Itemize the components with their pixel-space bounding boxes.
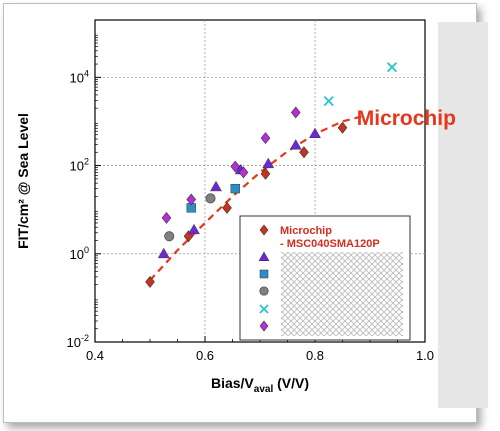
data-point-diamond-5: [290, 106, 301, 119]
data-point-triangle-1: [289, 139, 302, 150]
legend-marker-circle-3: [259, 286, 269, 296]
data-point-diamond-0: [337, 121, 348, 134]
axis-ticks: 0.4 0.6 0.8 1.0 10-2 100 102 104: [67, 34, 434, 363]
y-tick-label: 10-2: [67, 333, 89, 350]
data-point-diamond-0: [145, 275, 155, 288]
data-point-diamond-5: [260, 132, 271, 145]
legend-marker-square-2: [259, 269, 269, 279]
x-tick-label: 1.0: [416, 348, 434, 363]
data-point-diamond-5: [186, 193, 197, 206]
x-tick-label: 0.4: [86, 348, 104, 363]
data-point-circle-3: [164, 231, 175, 242]
data-point-triangle-1: [262, 157, 275, 169]
right-gray-panel: [438, 22, 488, 408]
trend-line-group: [149, 114, 365, 282]
data-point-triangle-1: [188, 223, 200, 235]
x-tick-label: 0.8: [306, 348, 324, 363]
data-points: [145, 62, 398, 288]
legend-marker-diamond-5: [259, 320, 269, 332]
trend-line: [149, 114, 365, 282]
legend-marker-triangle-1: [258, 251, 270, 261]
legend-entries: Microchip- MSC040SMA120P: [258, 224, 380, 332]
x-tick-label: 0.6: [196, 348, 214, 363]
data-point-square-2: [230, 183, 240, 194]
data-point-triangle-1: [157, 247, 170, 259]
data-point-x-4: [386, 62, 398, 73]
legend-marker-x-4-stroke: [259, 304, 269, 314]
legend-label: - MSC040SMA120P: [280, 238, 380, 250]
legend-redacted-area: [281, 252, 403, 336]
legend-marker-diamond-0: [259, 224, 269, 236]
data-point-triangle-1: [309, 127, 321, 138]
data-point-x-4-stroke: [386, 62, 398, 73]
data-point-x-4-stroke: [323, 96, 334, 107]
annotation-label: Microchip: [357, 107, 456, 130]
data-point-triangle-1: [210, 180, 222, 192]
y-tick-label: 100: [70, 245, 89, 262]
data-point-diamond-5: [238, 166, 249, 179]
x-axis-title: Bias/Vaval (V/V): [211, 375, 309, 395]
data-point-circle-3: [205, 193, 216, 204]
y-tick-label: 102: [70, 157, 89, 174]
y-axis-title: FIT/cm² @ Sea Level: [15, 113, 31, 249]
legend-marker-x-4: [259, 304, 269, 314]
legend: Microchip- MSC040SMA120P: [239, 215, 411, 341]
data-point-diamond-0: [222, 201, 232, 214]
data-point-diamond-0: [260, 167, 271, 180]
data-point-diamond-5: [230, 160, 241, 173]
legend-label: Microchip: [280, 225, 332, 237]
data-point-diamond-5: [161, 211, 172, 224]
data-point-x-4: [323, 96, 334, 107]
data-point-diamond-0: [299, 146, 309, 159]
y-tick-label: 104: [70, 68, 89, 85]
